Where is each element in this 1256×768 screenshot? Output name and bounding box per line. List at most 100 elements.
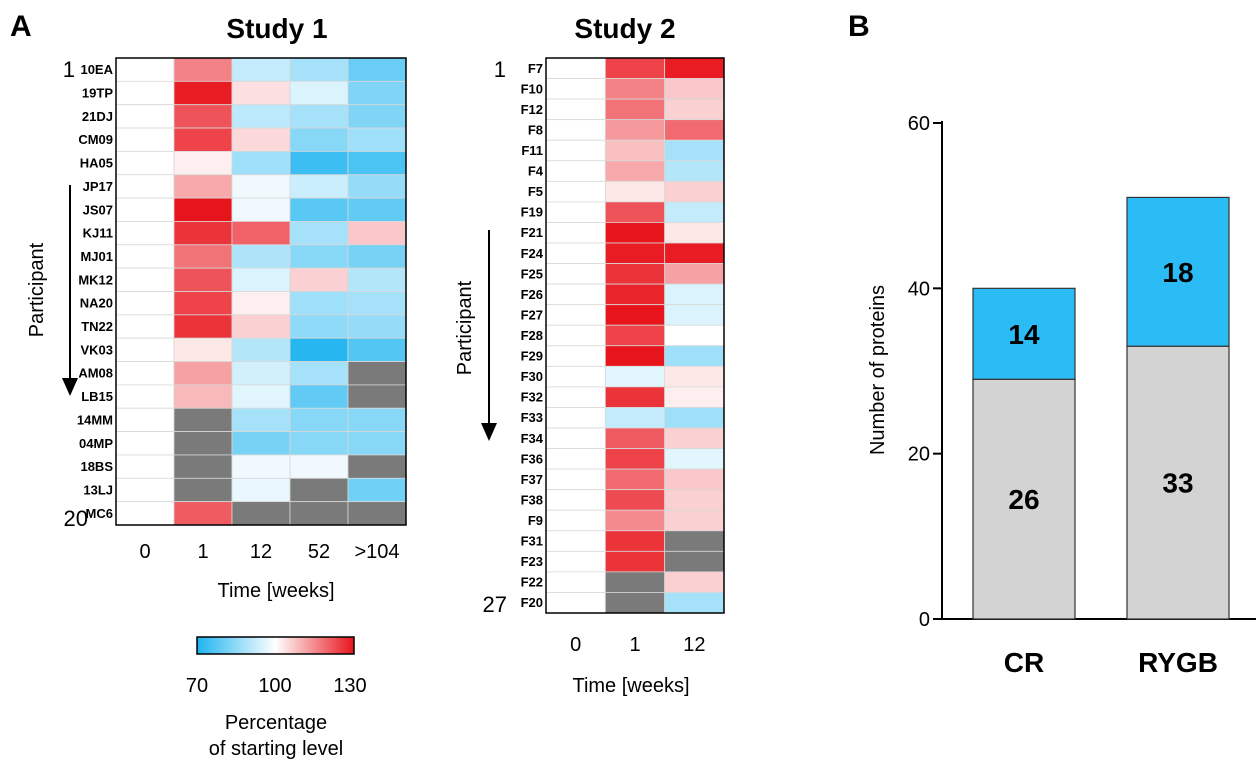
hm1-column-label: 12 — [250, 541, 272, 563]
hm2-cell — [545, 201, 606, 223]
study2-cells — [545, 57, 725, 614]
hm2-cell — [604, 550, 666, 573]
hm1-cell — [115, 291, 175, 316]
hm2-cell — [664, 263, 725, 285]
hm1-cell — [231, 174, 291, 199]
hm2-cell — [545, 222, 606, 244]
hm1-row-label: 18BS — [80, 459, 113, 474]
colorbar: 70 100 130 Percentage of starting level — [186, 636, 367, 760]
hm1-cell — [289, 337, 349, 362]
hm1-row-label: MK12 — [78, 272, 113, 287]
hm2-cell — [664, 78, 725, 100]
hm2-row-label: F4 — [528, 164, 544, 179]
hm1-cell — [347, 501, 407, 526]
hm2-cell — [545, 78, 606, 100]
bar-segment-lower — [1126, 345, 1230, 620]
hm1-cell — [173, 384, 233, 409]
hm2-cell — [664, 324, 725, 347]
hm1-cell — [289, 267, 349, 292]
hm1-column-label: 52 — [308, 541, 330, 563]
hm1-cell — [231, 80, 291, 106]
hm1-cell — [173, 291, 233, 316]
hm1-cell — [289, 127, 349, 152]
hm1-cell — [231, 244, 291, 269]
hm1-cell — [173, 431, 233, 456]
hm1-cell — [173, 454, 233, 479]
hm1-cell — [289, 361, 349, 386]
hm1-cell — [347, 221, 407, 246]
hm1-row-label: TN22 — [81, 319, 113, 334]
hm1-cell — [173, 501, 233, 526]
hm2-cell — [604, 57, 666, 79]
hm2-cell — [604, 489, 666, 511]
hm2-cell — [664, 98, 725, 121]
hm1-row-label: LB15 — [81, 389, 113, 404]
study1-cells — [115, 57, 407, 526]
hm1-cell — [289, 407, 349, 433]
bar-segment-upper — [1126, 196, 1230, 347]
hm1-cell — [115, 80, 175, 106]
hm2-cell — [664, 160, 725, 182]
hm2-row-label: F12 — [521, 102, 543, 117]
hm2-cell — [604, 345, 666, 367]
hm2-cell — [604, 571, 666, 593]
hm2-cell — [664, 139, 725, 162]
hm1-cell — [173, 267, 233, 292]
hm1-cell — [289, 291, 349, 316]
study1-y-axis-label: Participant — [26, 242, 48, 337]
hm2-row-label: F9 — [528, 513, 543, 528]
hm2-row-label: F34 — [521, 431, 544, 446]
hm1-cell — [115, 314, 175, 339]
hm2-row-label: F5 — [528, 184, 543, 199]
hm1-cell — [347, 197, 407, 222]
hm2-row-label: F37 — [521, 472, 543, 487]
hm2-cell — [545, 119, 606, 141]
hm2-cell — [604, 427, 666, 449]
hm1-column-label: 1 — [197, 541, 208, 563]
hm1-cell — [231, 197, 291, 222]
hm2-row-label: F10 — [521, 81, 543, 96]
study1-x-axis-label: Time [weeks] — [217, 580, 334, 602]
hm1-column-label: 0 — [139, 541, 150, 563]
hm2-cell — [664, 489, 725, 511]
hm1-cell — [115, 174, 175, 199]
hm2-cell — [604, 180, 666, 203]
hm2-cell — [664, 304, 725, 326]
hm1-cell — [231, 431, 291, 456]
hm1-cell — [289, 501, 349, 526]
hm2-cell — [664, 571, 725, 593]
hm2-cell — [604, 78, 666, 100]
study1-row-end: 20 — [64, 506, 88, 531]
study2-row-labels: F7 F10 F12 F8 F11 F4 F5 F19 F21 F24 F25 F26 F27 F28 F2… — [521, 61, 544, 610]
hm1-cell — [289, 431, 349, 456]
hm1-cell — [173, 127, 233, 152]
bar-value-label-lower: 33 — [1162, 468, 1193, 499]
hm2-cell — [664, 119, 725, 141]
hm2-row-label: F27 — [521, 307, 543, 322]
hm2-row-label: F20 — [521, 595, 543, 610]
hm1-cell — [231, 314, 291, 339]
hm1-cell — [173, 150, 233, 176]
hm1-cell — [115, 454, 175, 479]
colorbar-label-line2: of starting level — [209, 738, 344, 760]
study1-column-labels: 0 1 12 52 >104 — [139, 541, 399, 563]
hm2-cell — [604, 530, 666, 552]
hm1-cell — [115, 337, 175, 362]
hm2-cell — [604, 407, 666, 429]
study2-y-axis-label: Participant — [454, 280, 476, 375]
hm1-cell — [231, 221, 291, 246]
hm2-row-label: F7 — [528, 61, 543, 76]
hm1-cell — [173, 174, 233, 199]
hm1-cell — [115, 244, 175, 269]
hm1-cell — [115, 431, 175, 456]
hm1-cell — [115, 267, 175, 292]
hm2-cell — [545, 365, 606, 388]
hm1-cell — [347, 361, 407, 386]
hm2-column-label: 12 — [683, 634, 705, 656]
bar-value-label-upper: 18 — [1162, 257, 1193, 288]
hm1-cell — [231, 104, 291, 129]
study2-participant-arrow-head — [481, 423, 497, 441]
hm1-cell — [231, 57, 291, 82]
hm2-cell — [545, 407, 606, 429]
bar-category-label: CR — [1004, 647, 1044, 678]
